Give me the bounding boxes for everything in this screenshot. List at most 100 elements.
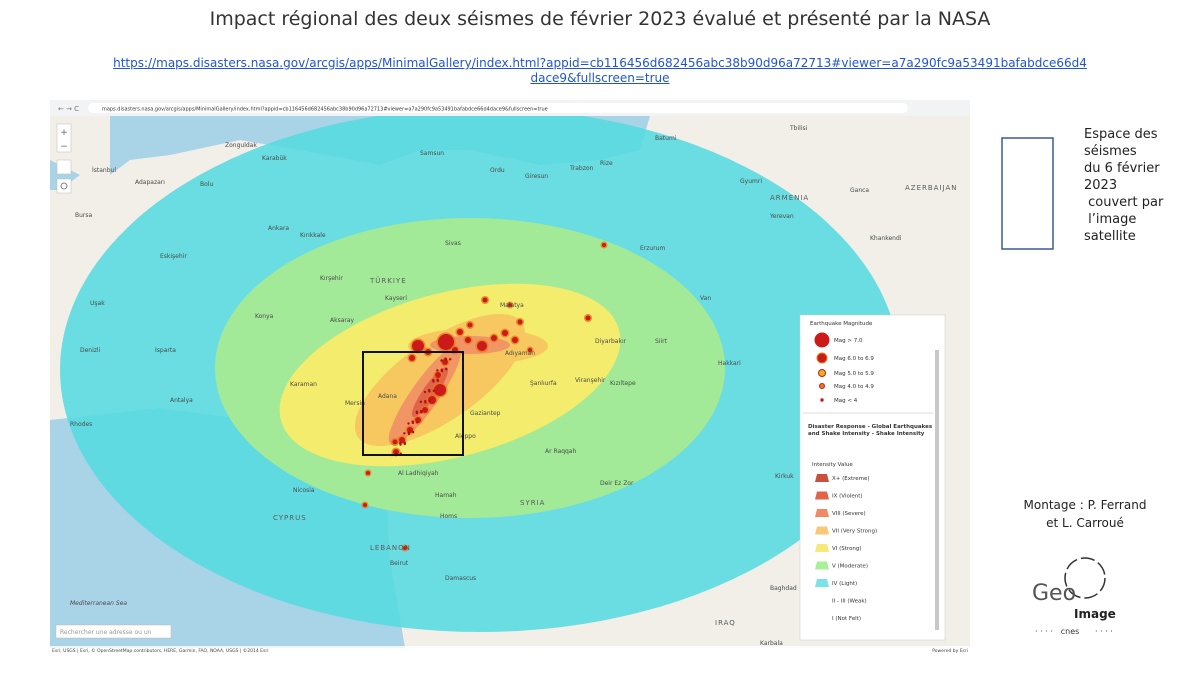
quake [463,335,473,345]
footprint-key [1001,137,1054,250]
intensity-label: I (Not Felt) [832,616,861,622]
quake [466,321,474,329]
place-label: Ganca [850,187,869,194]
footprint-label-line: du 6 février [1084,161,1160,176]
quake [411,430,415,434]
zoom-control[interactable] [56,123,72,153]
shake-vi [279,283,621,467]
logo-dots: · · · · [1095,627,1113,636]
zoom-in[interactable]: + [60,128,68,138]
scrollbar[interactable] [935,350,939,630]
quake [412,340,424,352]
place-label: Nicosia [293,487,315,494]
place-label: Karaman [290,381,317,388]
intensity-label: VI (Strong) [832,546,862,552]
place-label: Rhodes [70,421,92,428]
quake [432,379,435,382]
magnitude-symbol [820,398,824,402]
shake-title: Disaster Response - Global Earthquakes an… [808,424,933,437]
quake [407,427,413,433]
quake [403,432,406,435]
place-label: Van [700,295,711,302]
quake [390,453,394,457]
intensity-label: V (Moderate) [832,564,868,570]
quake [475,339,489,353]
intensity-label: IX (Violent) [832,494,863,500]
intensity-swatch [815,526,829,535]
shake-vii [354,313,526,447]
locate-button[interactable] [56,178,72,194]
quake [407,431,410,434]
quake [415,417,421,423]
search-placeholder: Rechercher une adresse ou un [60,629,152,636]
search-box[interactable] [55,624,172,639]
quake [438,334,454,350]
country-label: CYPRUS [273,514,307,522]
quake [401,544,409,552]
quake [450,345,460,355]
quake [391,447,401,457]
nav-buttons: ← → C [58,105,79,113]
place-label: Baghdad [770,585,797,592]
magnitude-label: Mag 6.0 to 6.9 [834,356,874,362]
quake [424,401,427,404]
magnitude-label: Mag 5.0 to 5.9 [834,371,874,377]
quake [391,438,399,446]
quake [436,332,456,352]
quake [600,241,608,249]
magnitude-label: Mag 4.0 to 4.9 [834,384,874,390]
magnitude-symbol [814,332,830,348]
place-label: Kirkuk [775,473,794,480]
place-label: Sivas [445,240,461,247]
intensity-label: VII (Very Strong) [832,529,877,535]
quake [399,442,402,445]
quake [409,355,415,361]
shake-ix [411,367,449,417]
shake-vii [408,328,548,364]
quake [432,389,435,392]
place-label: Karbala [760,640,783,647]
place-label: İstanbul [92,167,116,174]
intensity-heading: Intensity Value [812,462,853,468]
place-label: Hakkari [718,360,741,367]
browser-bar [50,100,970,116]
place-label: Erzurum [640,245,665,252]
quake [397,435,407,445]
footprint-label-line: 2023 [1084,178,1118,193]
quake [419,409,423,413]
place-label: Mersin [345,400,365,407]
source-link[interactable]: https://maps.disasters.nasa.gov/arcgis/a… [113,56,1087,85]
footprint-label-line: couvert par [1084,195,1164,210]
footprint-label-line: satellite [1084,229,1136,244]
quake [457,329,463,335]
zoom-out[interactable]: − [60,142,68,152]
logo-image: Image [1074,607,1116,621]
place-label: Adıyaman [505,350,535,357]
place-label: Diyarbakır [595,338,627,345]
place-label: Rize [600,160,613,167]
place-label: Kızıltepe [610,380,636,387]
logo: Geo Image cnes · · · · · · · · [1032,557,1116,636]
place-label: Giresun [525,173,548,180]
quake [465,337,471,343]
place-label: Bolu [200,181,213,188]
home-button[interactable] [56,159,72,175]
place-label: Homs [440,513,457,520]
quake [392,439,398,445]
sea-label: Mediterranean Sea [70,600,127,607]
quake [436,379,440,383]
quake [361,501,369,509]
quake [455,327,465,337]
place-label: Al Ladhiqiyah [398,470,439,477]
quake [452,347,458,353]
quake [584,314,592,322]
shake-viii [430,336,510,354]
place-label: Konya [255,313,274,320]
quake [393,449,399,455]
intensity-swatch [815,474,829,482]
quake [424,400,427,403]
intensity-swatch [815,579,829,587]
place-label: Khankendi [870,235,902,242]
place-label: Adana [378,393,397,400]
logo-cnes: cnes [1061,627,1080,636]
